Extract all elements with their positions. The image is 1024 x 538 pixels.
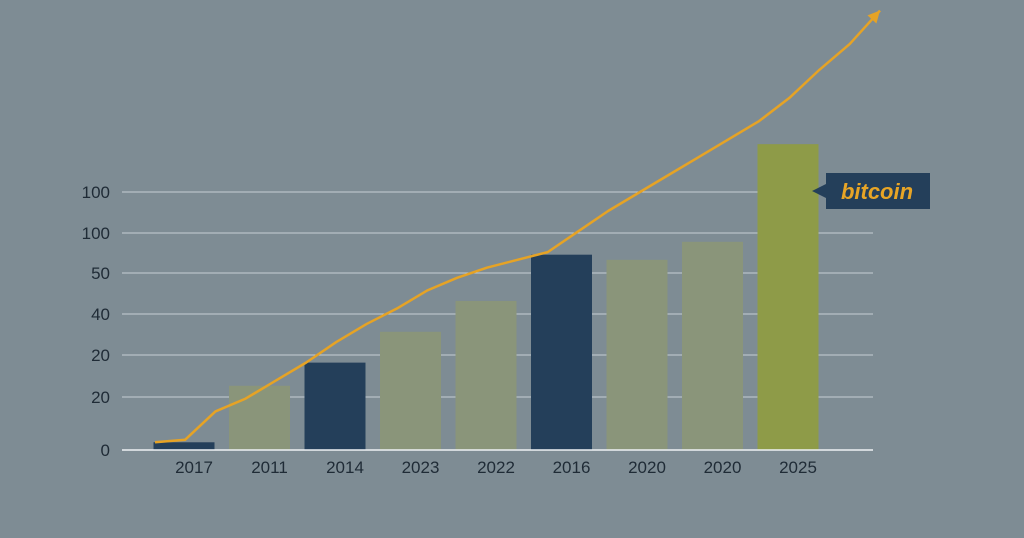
legend-badge-shape (812, 173, 930, 209)
bar-2017 (153, 442, 215, 450)
y-tick-label: 0 (101, 441, 110, 460)
x-tick-label: 2017 (175, 458, 213, 477)
bar-2023 (380, 331, 441, 450)
bars (153, 144, 819, 451)
bar-2025 (757, 144, 819, 451)
x-tick-label: 2016 (553, 458, 591, 477)
y-tick-label: 40 (91, 305, 110, 324)
bar-2011 (229, 385, 290, 450)
bar-2020 (606, 259, 668, 450)
bar-2020 (682, 241, 743, 450)
y-tick-label: 100 (82, 224, 110, 243)
y-tick-label: 20 (91, 346, 110, 365)
legend-label: bitcoin (841, 179, 913, 204)
legend-badge: bitcoin (812, 173, 930, 209)
x-tick-label: 2023 (402, 458, 440, 477)
x-tick-label: 2022 (477, 458, 515, 477)
x-tick-label: 2014 (326, 458, 364, 477)
x-tick-labels: 2017 2011 2014 2023 2022 2016 2020 2020 2025 (175, 458, 817, 477)
y-tick-label: 100 (82, 183, 110, 202)
y-tick-labels: 0 20 20 40 50 100 100 (82, 183, 110, 460)
x-tick-label: 2020 (704, 458, 742, 477)
y-tick-label: 20 (91, 388, 110, 407)
bar-2016 (531, 254, 592, 450)
x-tick-label: 2025 (779, 458, 817, 477)
bar-2022 (455, 300, 517, 450)
x-tick-label: 2011 (251, 458, 288, 477)
bar-2014 (304, 362, 366, 450)
trend-arrowhead (867, 10, 880, 24)
trend-line-group (154, 9, 881, 444)
trend-line (154, 9, 881, 444)
x-tick-label: 2020 (628, 458, 666, 477)
y-tick-label: 50 (91, 264, 110, 283)
